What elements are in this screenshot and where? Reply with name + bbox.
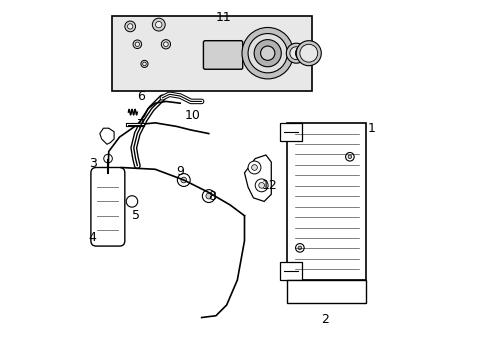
Circle shape <box>345 153 353 161</box>
Circle shape <box>135 42 139 46</box>
Circle shape <box>289 47 302 60</box>
Text: 9: 9 <box>176 165 184 177</box>
Circle shape <box>141 60 148 67</box>
Bar <box>287 280 365 303</box>
Circle shape <box>133 40 142 49</box>
Circle shape <box>295 244 304 252</box>
FancyBboxPatch shape <box>91 167 124 246</box>
Circle shape <box>103 154 112 163</box>
Bar <box>287 123 365 280</box>
Text: 5: 5 <box>131 209 139 222</box>
Circle shape <box>295 45 311 61</box>
Circle shape <box>260 46 274 60</box>
Circle shape <box>258 183 264 188</box>
Polygon shape <box>100 128 114 144</box>
Circle shape <box>181 177 186 183</box>
Circle shape <box>142 62 146 66</box>
Circle shape <box>254 40 281 67</box>
Text: 11: 11 <box>215 11 230 24</box>
Circle shape <box>205 193 211 199</box>
Circle shape <box>202 190 215 203</box>
Circle shape <box>155 21 162 28</box>
Text: 10: 10 <box>184 109 200 122</box>
Polygon shape <box>244 155 271 202</box>
Circle shape <box>299 44 317 62</box>
FancyBboxPatch shape <box>112 16 312 91</box>
Circle shape <box>251 165 257 170</box>
Circle shape <box>177 174 190 186</box>
Text: 3: 3 <box>88 157 97 170</box>
FancyBboxPatch shape <box>280 262 301 280</box>
Circle shape <box>247 33 287 73</box>
Circle shape <box>161 40 170 49</box>
Circle shape <box>127 24 133 29</box>
Circle shape <box>299 49 307 58</box>
Text: 6: 6 <box>137 90 144 103</box>
Circle shape <box>347 155 351 158</box>
Text: 1: 1 <box>366 122 374 135</box>
Circle shape <box>163 42 168 46</box>
Circle shape <box>124 21 135 32</box>
FancyBboxPatch shape <box>280 123 301 141</box>
Text: 12: 12 <box>261 179 277 192</box>
FancyBboxPatch shape <box>203 41 242 69</box>
Circle shape <box>242 27 293 79</box>
Text: 8: 8 <box>208 190 216 203</box>
Circle shape <box>255 179 267 192</box>
Text: 7: 7 <box>137 118 144 131</box>
Text: 2: 2 <box>320 313 328 326</box>
Circle shape <box>247 161 261 174</box>
Circle shape <box>126 196 138 207</box>
Circle shape <box>285 43 305 63</box>
Circle shape <box>298 246 301 249</box>
Circle shape <box>152 18 165 31</box>
Text: 4: 4 <box>88 231 97 244</box>
Circle shape <box>296 41 321 66</box>
